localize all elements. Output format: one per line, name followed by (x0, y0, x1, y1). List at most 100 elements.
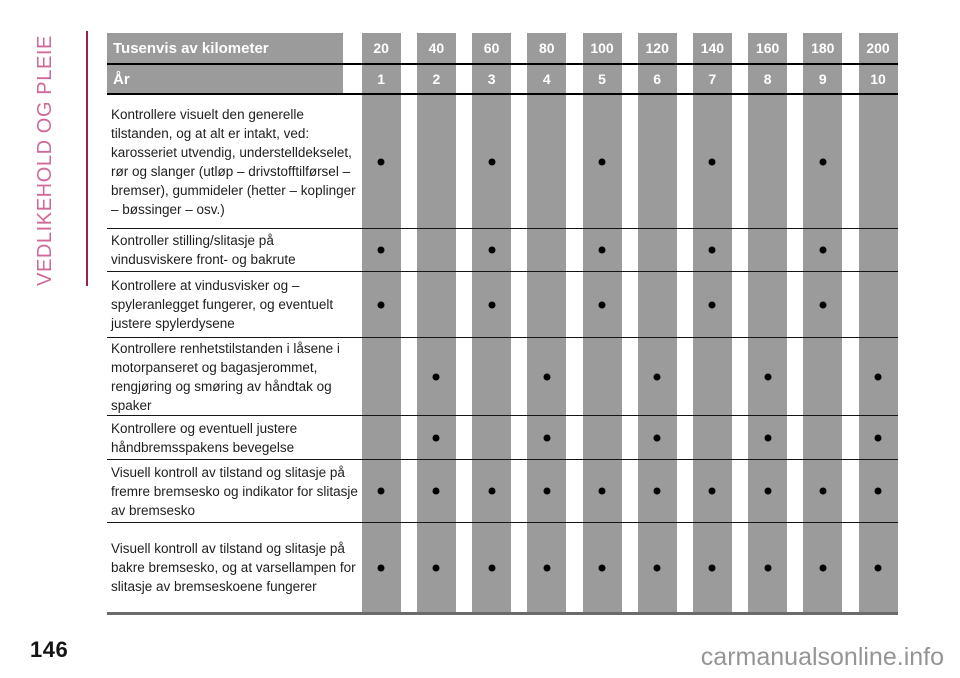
kilometer-value: 100 (590, 40, 614, 56)
service-interval-dot (874, 564, 882, 571)
column-stripe (748, 33, 788, 612)
sidebar-rule (86, 31, 88, 286)
table-row: Kontrollere renhetstilstanden i låsene i… (107, 338, 898, 416)
table-body: Kontrollere visuelt den generelle tilsta… (107, 95, 898, 612)
table-row: Kontroller stilling/slitasje på vindusvi… (107, 229, 898, 272)
column-stripe (637, 33, 677, 612)
service-interval-dot (874, 487, 882, 495)
service-interval-dot (488, 564, 496, 571)
service-interval-dot (377, 487, 385, 495)
row-label: Kontrollere visuelt den generelle tilsta… (111, 106, 356, 217)
service-interval-dot (488, 487, 496, 495)
row-label: Kontrollere og eventuell justere håndbre… (111, 420, 298, 455)
service-interval-dot (874, 434, 882, 441)
kilometer-value: 180 (811, 40, 835, 56)
service-interval-dot (708, 246, 716, 254)
service-interval-dot (543, 373, 551, 380)
service-interval-dot (598, 301, 606, 308)
service-interval-dot (432, 373, 440, 380)
year-value: 2 (432, 71, 441, 87)
year-value: 10 (870, 71, 886, 87)
service-interval-dot (708, 487, 716, 495)
table-bottom-rule (107, 612, 898, 615)
service-interval-dot (819, 564, 827, 571)
year-value: 3 (487, 71, 496, 87)
kilometer-value: 80 (539, 40, 555, 56)
service-interval-dot (708, 301, 716, 308)
kilometer-value: 20 (373, 40, 389, 56)
service-interval-dot (819, 301, 827, 308)
header-label-kilometers: Tusenvis av kilometer (107, 33, 343, 63)
kilometer-value: 200 (866, 40, 890, 56)
service-interval-dot (764, 434, 772, 441)
watermark: carmanualsonline.info (700, 643, 944, 671)
service-interval-dot (653, 487, 661, 495)
column-stripe (803, 33, 843, 612)
service-interval-dot (598, 158, 606, 165)
service-interval-dot (653, 373, 661, 380)
row-label: Kontroller stilling/slitasje på vindusvi… (111, 233, 296, 267)
service-interval-dot (488, 158, 496, 165)
column-stripe (527, 33, 567, 612)
header-row-kilometers: Tusenvis av kilometer 20 40 60 80 100 120 140 1… (107, 33, 898, 65)
year-value: 9 (818, 71, 827, 87)
service-interval-dot (543, 564, 551, 571)
kilometer-value: 60 (483, 40, 500, 56)
service-interval-dot (653, 564, 661, 571)
service-interval-dot (819, 487, 827, 495)
service-interval-dot (377, 564, 385, 571)
row-label: Kontrollere renhetstilstanden i låsene i… (111, 340, 340, 413)
year-value: 6 (653, 71, 662, 87)
service-interval-dot (432, 434, 440, 441)
row-label: Visuell kontroll av tilstand og slitasje… (111, 541, 356, 594)
row-label: Kontrollere at vindusvisker og –spyleran… (111, 278, 334, 331)
year-value: 8 (763, 71, 772, 87)
year-value: 5 (598, 71, 606, 87)
kilometer-value: 160 (755, 40, 780, 56)
kilometer-value: 140 (700, 40, 725, 56)
service-interval-dot (377, 301, 385, 308)
page-number: 146 (30, 637, 69, 662)
service-interval-dot (432, 487, 440, 495)
service-interval-dot (488, 246, 496, 254)
service-interval-dot (377, 246, 385, 254)
maintenance-schedule-table: Tusenvis av kilometer 20 40 60 80 100 120 140 1… (107, 33, 898, 615)
service-interval-dot (543, 434, 551, 441)
service-interval-dot (708, 158, 716, 165)
service-interval-dot (488, 301, 496, 308)
column-stripe (472, 33, 512, 612)
column-stripe (858, 33, 898, 612)
table-row: Kontrollere og eventuell justere håndbre… (107, 416, 898, 460)
service-interval-dot (764, 373, 772, 380)
service-interval-dot (432, 564, 440, 571)
service-interval-dot (708, 564, 716, 571)
year-value: 4 (542, 71, 551, 87)
row-label: Visuell kontroll av tilstand og slitasje… (111, 464, 358, 518)
header-row-years: År 1 2 3 4 5 6 7 8 9 10 (107, 65, 898, 95)
year-value: 7 (708, 71, 717, 87)
service-interval-dot (653, 434, 661, 441)
service-interval-dot (377, 158, 385, 165)
service-interval-dot (598, 564, 606, 571)
table-row: Kontrollere visuelt den generelle tilsta… (107, 95, 898, 229)
column-stripe (582, 33, 622, 612)
service-interval-dot (819, 246, 827, 254)
service-interval-dot (764, 487, 772, 495)
table-row: Visuell kontroll av tilstand og slitasje… (107, 523, 898, 612)
service-interval-dot (819, 158, 827, 165)
chapter-title-vertical: VEDLIKEHOLD OG PLEIE (34, 35, 56, 286)
service-interval-dot (764, 564, 772, 571)
table-row: Kontrollere at vindusvisker og –spyleran… (107, 272, 898, 338)
service-interval-dot (598, 246, 606, 254)
header-label-years: År (107, 65, 343, 93)
service-interval-dot (874, 373, 882, 380)
kilometer-value: 40 (428, 40, 445, 56)
column-stripe (416, 33, 456, 612)
service-interval-dot (598, 487, 606, 495)
service-interval-dot (543, 487, 551, 495)
kilometer-value: 120 (645, 40, 669, 56)
column-stripe (692, 33, 732, 612)
column-stripe (361, 33, 401, 612)
table-row: Visuell kontroll av tilstand og slitasje… (107, 460, 898, 523)
year-value: 1 (377, 71, 386, 87)
